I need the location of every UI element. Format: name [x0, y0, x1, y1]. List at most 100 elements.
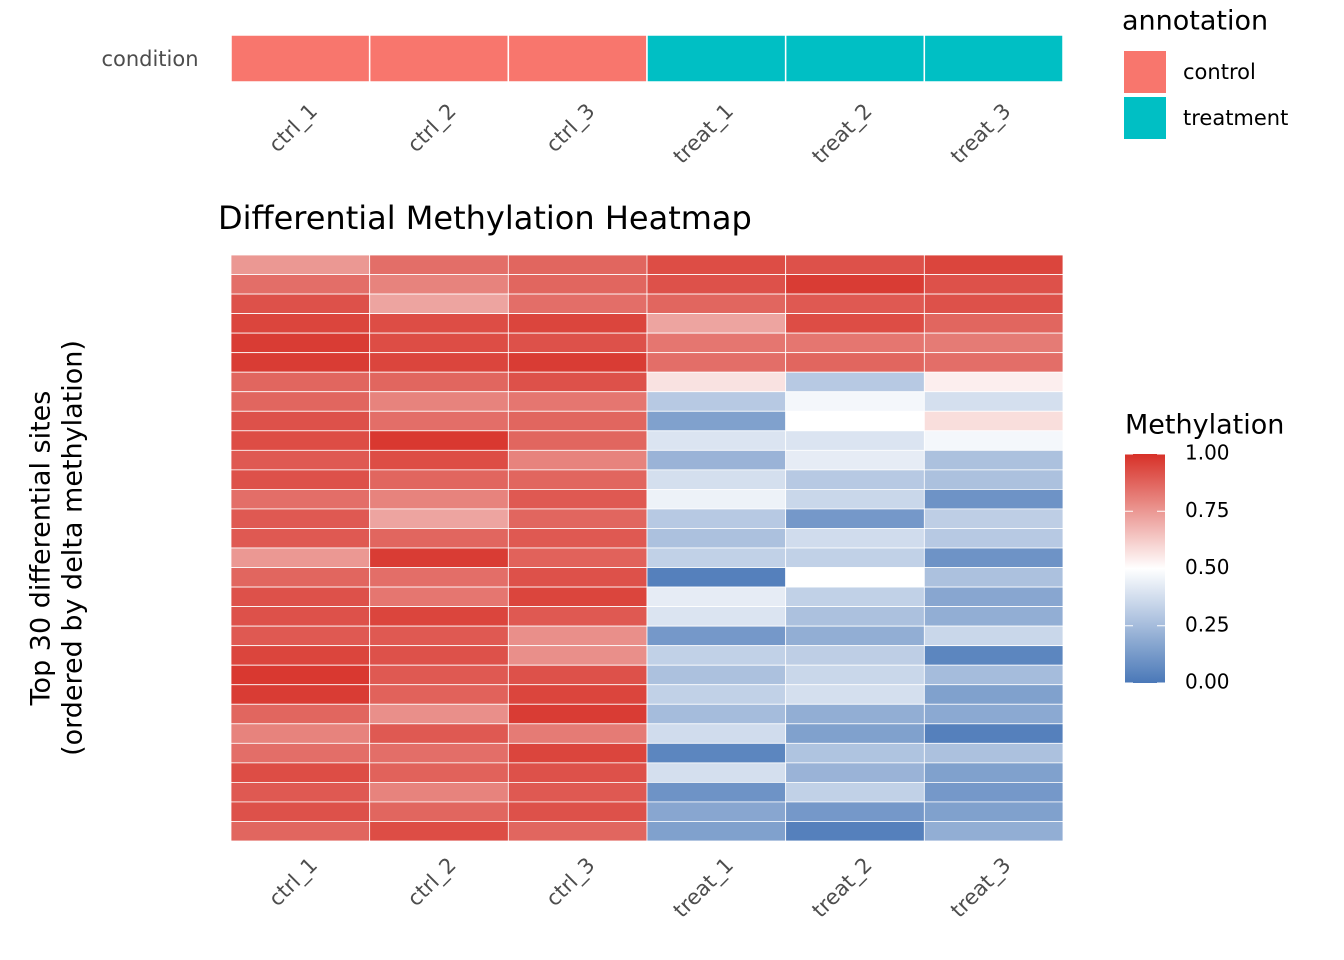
annotation-cell [784, 34, 926, 83]
heat-cell [507, 723, 648, 744]
heat-cell [646, 430, 787, 451]
x-tick-label: treat_1 [669, 853, 739, 923]
heat-cell [230, 762, 371, 783]
heat-cell [230, 352, 371, 373]
heat-cell [230, 391, 371, 412]
colorbar-label: 1.00 [1185, 441, 1230, 465]
heat-cell [923, 352, 1064, 373]
x-tick-label: ctrl_2 [403, 99, 462, 158]
heat-cell [923, 313, 1064, 334]
heat-cell [507, 430, 648, 451]
heat-cell [230, 449, 371, 471]
heat-cell [785, 625, 925, 647]
heat-cell [646, 684, 787, 705]
annotation-cell [923, 34, 1064, 83]
heat-cell [923, 508, 1064, 529]
heat-cell [923, 293, 1064, 315]
heat-cell [230, 782, 371, 803]
heat-cell [923, 645, 1064, 666]
heat-cell [369, 528, 509, 549]
heat-cell [646, 821, 787, 842]
heat-cell [923, 742, 1064, 764]
heat-cell [507, 508, 648, 529]
colorbar-label: 0.75 [1185, 498, 1230, 522]
heat-cell [923, 332, 1064, 354]
heat-cell [507, 313, 648, 334]
heat-cell [507, 762, 648, 783]
heat-cell [923, 821, 1064, 842]
annotation-cell [646, 34, 787, 83]
heat-cell [923, 762, 1064, 783]
heat-cell [646, 742, 787, 764]
heat-cell [646, 801, 787, 822]
heat-cell [507, 371, 648, 393]
heat-cell [646, 371, 787, 393]
heat-cell [785, 606, 925, 627]
x-tick-label: ctrl_1 [264, 853, 323, 912]
heat-cell [646, 782, 787, 803]
heat-cell [507, 586, 648, 607]
heat-cell [785, 684, 925, 705]
heat-cell [785, 293, 925, 315]
heat-cell [785, 567, 925, 588]
heat-cell [646, 508, 787, 529]
annotation-label: condition [101, 47, 198, 71]
heat-cell [646, 762, 787, 783]
heat-cell [923, 567, 1064, 588]
heat-cell [646, 645, 787, 666]
y-label: Top 30 differential sites (ordered by de… [26, 340, 89, 756]
heat-cell [369, 449, 509, 471]
heat-cell [646, 567, 787, 588]
heat-cell [785, 821, 925, 842]
heat-cell [785, 801, 925, 822]
heat-cell [507, 254, 648, 275]
heat-cell [646, 606, 787, 627]
heat-cell [369, 547, 509, 568]
heat-cell [369, 723, 509, 744]
x-tick-label: ctrl_3 [541, 853, 600, 912]
heat-cell [785, 723, 925, 744]
heat-cell [785, 371, 925, 393]
heat-cell [923, 723, 1064, 744]
y-label-line: (ordered by delta methylation) [58, 340, 89, 756]
heat-cell [785, 782, 925, 803]
colorbar-label: 0.25 [1185, 612, 1230, 636]
heat-cell [646, 293, 787, 315]
heat-cell [507, 547, 648, 568]
heat-cell [369, 664, 509, 686]
heat-cell [646, 488, 787, 510]
heat-cell [230, 742, 371, 764]
heat-cell [507, 664, 648, 686]
heat-cell [923, 528, 1064, 549]
heat-cell [646, 391, 787, 412]
heat-cell [785, 449, 925, 471]
heat-cell [507, 821, 648, 842]
heat-cell [230, 567, 371, 588]
x-tick-label: ctrl_2 [403, 853, 462, 912]
heat-cell [923, 371, 1064, 393]
heat-cell [785, 313, 925, 334]
heat-cell [646, 723, 787, 744]
heat-cell [369, 645, 509, 666]
heat-cell [507, 801, 648, 822]
heat-cell [923, 547, 1064, 568]
heat-cell [785, 352, 925, 373]
heat-cell [230, 684, 371, 705]
heat-cell [507, 645, 648, 666]
heat-cell [923, 664, 1064, 686]
heat-cell [230, 801, 371, 822]
x-tick-label: treat_3 [946, 99, 1016, 169]
heat-cell [369, 430, 509, 451]
annotation-cell [230, 34, 371, 83]
legend-label: control [1183, 60, 1256, 84]
x-tick-label: ctrl_3 [541, 99, 600, 158]
heat-cell [369, 606, 509, 627]
heat-cell [923, 391, 1064, 412]
heat-cell [507, 391, 648, 412]
heat-cell [230, 410, 371, 432]
heat-cell [923, 274, 1064, 295]
heat-cell [369, 410, 509, 432]
heat-cell [369, 586, 509, 607]
heat-cell [507, 449, 648, 471]
heat-cell [507, 488, 648, 510]
